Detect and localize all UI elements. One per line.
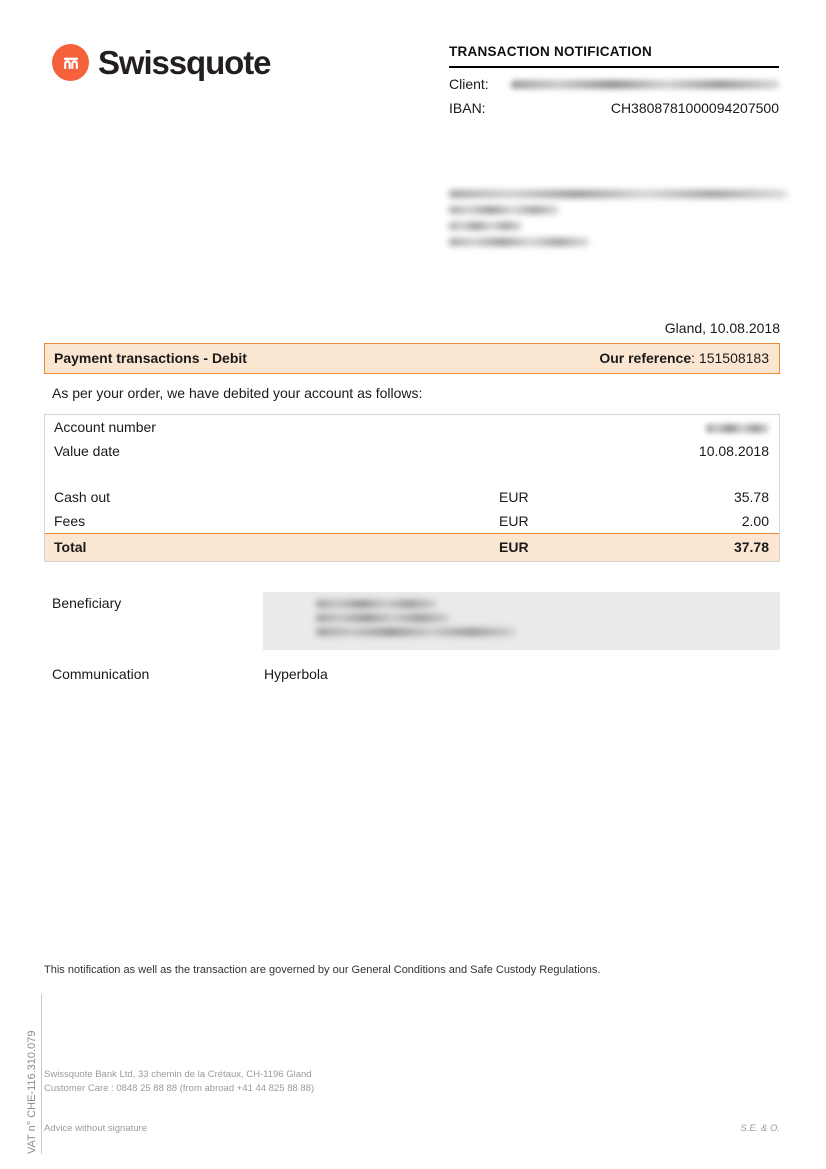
payment-transactions-banner: Payment transactions - Debit Our referen… (44, 343, 780, 374)
swissquote-bank-glyph-icon (52, 44, 89, 81)
banner-title: Payment transactions - Debit (54, 350, 247, 366)
total-amount: 37.78 (733, 539, 769, 555)
beneficiary-line (316, 614, 449, 622)
footer-bank-address: Swissquote Bank Ltd, 33 chemin de la Cré… (44, 1068, 314, 1096)
client-label: Client: (449, 76, 489, 92)
iban-value: CH3808781000094207500 (610, 100, 779, 116)
communication-value: Hyperbola (264, 666, 328, 682)
beneficiary-label: Beneficiary (52, 595, 122, 611)
advice-without-signature: Advice without signature (44, 1123, 147, 1134)
value-date-value: 10.08.2018 (698, 443, 769, 459)
line-label: Fees (54, 513, 86, 529)
beneficiary-details-box (263, 592, 780, 650)
our-reference-value: 151508183 (698, 350, 769, 366)
recipient-address-redacted (449, 190, 789, 254)
iban-label: IBAN: (449, 100, 486, 116)
our-reference-separator: : (691, 350, 699, 366)
transaction-details-table: Account number Value date 10.08.2018 Cas… (44, 414, 780, 562)
account-number-label: Account number (54, 419, 156, 435)
line-amount: 2.00 (741, 513, 769, 529)
address-line (449, 222, 522, 230)
intro-text: As per your order, we have debited your … (52, 385, 423, 401)
account-number-value (706, 419, 769, 435)
communication-label: Communication (52, 666, 150, 682)
total-label: Total (54, 539, 87, 555)
line-label: Cash out (54, 489, 111, 505)
vat-number-vertical: VAT n° CHE-116.310.079 (26, 994, 42, 1154)
line-amount: 35.78 (733, 489, 769, 505)
total-currency: EUR (499, 539, 529, 555)
line-currency: EUR (499, 513, 529, 529)
value-date-label: Value date (54, 443, 120, 459)
table-row-account-number: Account number (45, 415, 779, 439)
line-currency: EUR (499, 489, 529, 505)
seo-note: S.E. & O. (740, 1123, 780, 1134)
communication-section: Communication Hyperbola (52, 666, 780, 682)
address-line (449, 190, 787, 198)
client-row: Client: (449, 76, 779, 92)
notification-header: TRANSACTION NOTIFICATION Client: IBAN: C… (449, 44, 779, 116)
table-row: Fees EUR 2.00 (45, 509, 779, 533)
beneficiary-line (316, 600, 436, 608)
table-row-value-date: Value date 10.08.2018 (45, 439, 779, 463)
address-line (449, 238, 589, 246)
page-title: TRANSACTION NOTIFICATION (449, 44, 779, 68)
footer-bottom-bar: Advice without signature S.E. & O. (44, 1123, 780, 1134)
brand-wordmark: Swissquote (98, 44, 271, 81)
legal-note: This notification as well as the transac… (44, 964, 601, 976)
beneficiary-line (316, 628, 515, 636)
client-name-redacted (511, 80, 779, 89)
place-and-date: Gland, 10.08.2018 (664, 320, 780, 336)
our-reference-label: Our reference (599, 350, 692, 366)
table-row-total: Total EUR 37.78 (45, 533, 779, 561)
address-line (449, 206, 559, 214)
table-spacer (45, 463, 779, 485)
footer-address-line-2: Customer Care : 0848 25 88 88 (from abro… (44, 1082, 315, 1094)
account-number-redacted (706, 423, 769, 433)
iban-row: IBAN: CH3808781000094207500 (449, 100, 779, 116)
table-row: Cash out EUR 35.78 (45, 485, 779, 509)
swissquote-logo: Swissquote (52, 44, 271, 81)
footer-address-line-1: Swissquote Bank Ltd, 33 chemin de la Cré… (44, 1069, 312, 1080)
our-reference: Our reference: 151508183 (599, 350, 769, 366)
